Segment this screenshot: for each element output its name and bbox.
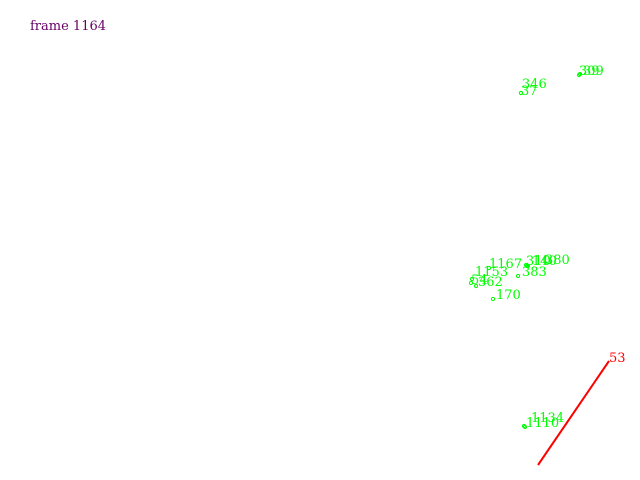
points-39-marker [577, 71, 583, 77]
track-line [537, 360, 610, 466]
points-39: 39 [577, 64, 600, 79]
points-1110-label: 1110 [526, 416, 559, 431]
points-380-label: 380 [545, 253, 570, 268]
points-1153: 1153 [469, 265, 508, 282]
points-1110-marker [522, 424, 528, 430]
points-1167-marker [486, 265, 492, 271]
points-170: 170 [490, 288, 521, 303]
track-53: 53 [537, 351, 626, 466]
points-140-label: 140 [532, 254, 557, 269]
points-37: 37 [518, 84, 538, 99]
points-380: 380 [525, 253, 570, 269]
points-362-marker [473, 283, 479, 289]
points-362: 362 [473, 275, 503, 290]
points-362-label: 362 [478, 275, 503, 290]
points-54-marker [468, 280, 474, 286]
points-346-label: 346 [522, 77, 547, 92]
points-37-marker [518, 90, 524, 96]
points-170-marker [490, 296, 496, 302]
points-1167-label: 1167 [489, 257, 522, 272]
points-39-label: 39 [583, 64, 600, 79]
points-383-label: 383 [522, 265, 547, 280]
points-37-label: 37 [521, 84, 538, 99]
track-label: 53 [609, 351, 626, 366]
points-383: 383 [515, 265, 547, 280]
points-309-label: 309 [579, 64, 604, 79]
points-1153-label: 1153 [475, 265, 508, 280]
points-170-label: 170 [496, 288, 521, 303]
points-310-label: 310 [526, 254, 551, 269]
frame-label: frame 1164 [30, 19, 106, 34]
points-380-marker [525, 263, 531, 269]
points-1110: 1110 [522, 416, 559, 431]
points-1167: 1167 [486, 257, 522, 272]
points-1153-marker [469, 276, 475, 282]
points-1134-label: 1134 [531, 411, 564, 426]
points-383-marker [515, 273, 521, 279]
